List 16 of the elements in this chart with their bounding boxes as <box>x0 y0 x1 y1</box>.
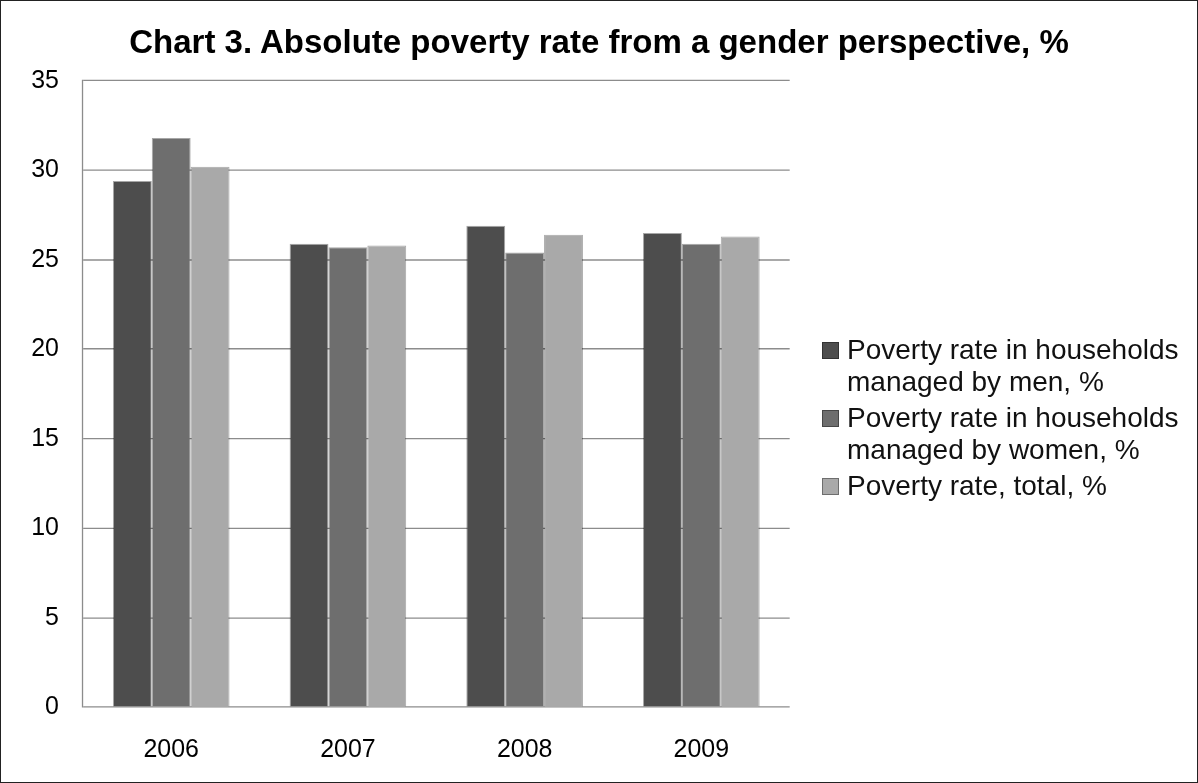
y-tick-label: 15 <box>31 422 59 451</box>
x-tick-label: 2008 <box>496 733 553 762</box>
legend-label: Poverty rate in households managed by men, % <box>847 334 1180 398</box>
y-tick-label: 5 <box>45 601 59 630</box>
x-tick-label: 2006 <box>143 733 199 762</box>
legend-label: Poverty rate, total, % <box>847 470 1108 502</box>
y-tick-label: 35 <box>31 64 59 93</box>
x-tick-label: 2007 <box>320 733 376 762</box>
x-tick-label: 2009 <box>673 733 730 762</box>
y-tick-label: 0 <box>45 691 59 720</box>
y-tick-label: 30 <box>31 154 59 183</box>
chart-title: Chart 3. Absolute poverty rate from a gender perspective, % <box>128 22 1070 62</box>
y-tick-label: 25 <box>31 243 59 272</box>
y-tick-label: 20 <box>31 333 59 362</box>
y-tick-label: 10 <box>31 512 59 541</box>
legend-label: Poverty rate in households managed by women, % <box>847 402 1180 466</box>
